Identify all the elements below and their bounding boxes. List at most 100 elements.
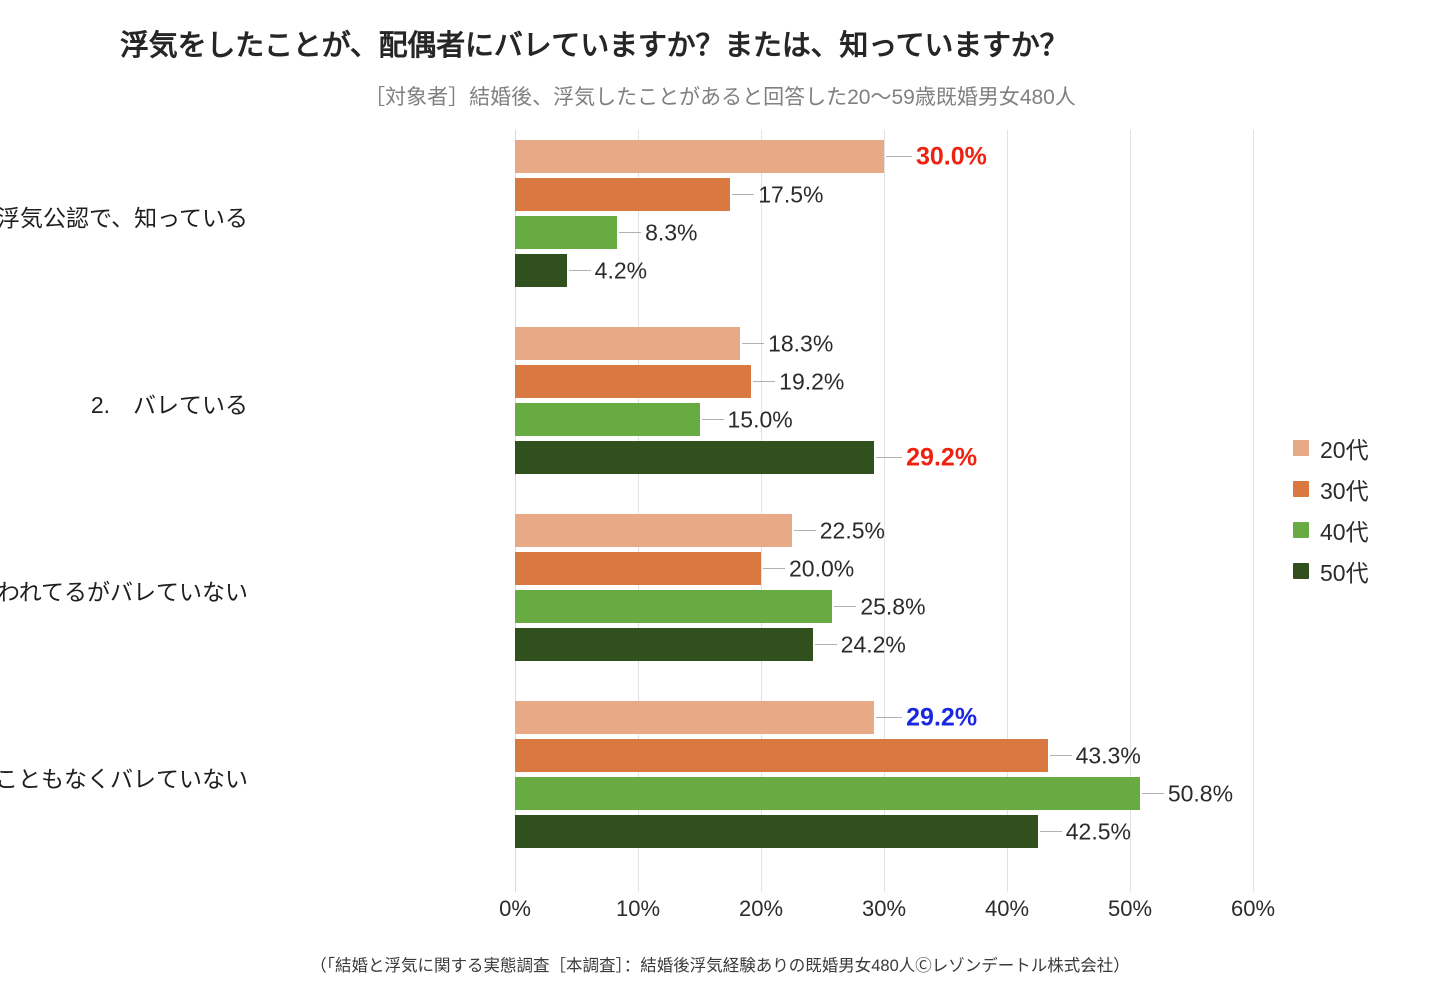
bar-group: 22.5% 20.0% 25.8% 24.2%	[515, 514, 1253, 661]
legend: 20代 30代 40代 50代	[1293, 427, 1369, 591]
bar-row: 17.5%	[515, 178, 1253, 211]
gridline-20	[761, 130, 762, 892]
bar-group: 29.2% 43.3% 50.8% 42.5%	[515, 701, 1253, 848]
label-leader-line	[732, 194, 755, 195]
bar-row: 43.3%	[515, 739, 1253, 772]
category-label-1: 1. 浮気公認で、知っている	[0, 204, 248, 231]
label-leader-line	[1141, 793, 1164, 794]
bar-40代-3[interactable]	[515, 590, 833, 623]
bar-group: 18.3% 19.2% 15.0% 29.2%	[515, 327, 1253, 474]
value-label-20代-3: 22.5%	[819, 517, 885, 543]
value-label-40代-3: 25.8%	[860, 593, 926, 619]
value-label-30代-4: 43.3%	[1075, 742, 1141, 768]
gridline-50	[1130, 130, 1131, 892]
x-tick-60%: 60%	[1230, 896, 1276, 921]
legend-item-20代[interactable]: 20代	[1293, 427, 1369, 468]
legend-item-50代[interactable]: 50代	[1293, 550, 1369, 591]
gridline-60	[1253, 130, 1254, 892]
label-leader-line	[568, 270, 591, 271]
bar-row: 22.5%	[515, 514, 1253, 547]
bar-row: 29.2%	[515, 701, 1253, 734]
bar-30代-1[interactable]	[515, 178, 731, 211]
label-leader-line	[1049, 755, 1072, 756]
bar-40代-1[interactable]	[515, 216, 618, 249]
value-label-40代-4: 50.8%	[1167, 780, 1234, 806]
legend-swatch-icon	[1293, 521, 1309, 538]
label-leader-line	[763, 568, 785, 569]
gridline-30	[884, 130, 885, 892]
category-label-2: 2. バレている	[90, 391, 248, 418]
legend-swatch-icon	[1293, 439, 1309, 456]
legend-label: 50代	[1320, 559, 1369, 586]
bar-50代-2[interactable]	[515, 441, 875, 474]
bar-20代-4[interactable]	[515, 701, 875, 734]
legend-item-30代[interactable]: 30代	[1293, 468, 1369, 509]
bar-row: 19.2%	[515, 365, 1253, 398]
label-leader-line	[793, 530, 816, 531]
value-label-40代-1: 8.3%	[645, 219, 698, 245]
bar-50代-1[interactable]	[515, 254, 567, 287]
bar-20代-2[interactable]	[515, 327, 741, 360]
label-leader-line	[742, 343, 765, 344]
bar-group: 30.0% 17.5% 8.3% 4.2%	[515, 140, 1253, 287]
value-label-50代-2: 29.2%	[906, 443, 978, 471]
value-label-50代-3: 24.2%	[840, 631, 906, 657]
gridline-40	[1007, 130, 1008, 892]
label-leader-line	[701, 419, 724, 420]
bar-40代-2[interactable]	[515, 403, 700, 436]
x-tick-20%: 20%	[738, 896, 784, 921]
x-tick-30%: 30%	[861, 896, 907, 921]
category-label-4: 4. 疑われることもなくバレていない	[0, 765, 248, 792]
bar-50代-4[interactable]	[515, 815, 1038, 848]
source-note: （「結婚と浮気に関する実態調査［本調査］：結婚後浮気経験ありの既婚男女480人Ⓒ…	[310, 957, 1130, 975]
value-label-30代-3: 20.0%	[789, 555, 855, 581]
gridline-0	[515, 130, 516, 892]
value-label-30代-2: 19.2%	[779, 368, 845, 394]
category-label-3: 3. 疑われてるがバレていない	[0, 578, 248, 605]
value-label-20代-4: 29.2%	[906, 703, 978, 731]
legend-swatch-icon	[1293, 562, 1309, 579]
bar-row: 15.0%	[515, 403, 1253, 436]
bar-row: 24.2%	[515, 628, 1253, 661]
bar-30代-4[interactable]	[515, 739, 1048, 772]
bar-20代-3[interactable]	[515, 514, 792, 547]
value-label-20代-1: 30.0%	[916, 142, 987, 170]
bar-row: 8.3%	[515, 216, 1253, 249]
label-leader-line	[876, 457, 903, 458]
value-label-20代-2: 18.3%	[768, 330, 834, 356]
label-leader-line	[1039, 831, 1062, 832]
label-leader-line	[814, 644, 837, 645]
plot-area: 0% 10% 20% 30% 40% 50% 60% 30.0% 17.5% 8.3% 4.2% 1…	[499, 130, 1275, 921]
chart-subtitle: ［対象者］結婚後、浮気したことがあると回答した20〜59歳既婚男女480人	[364, 86, 1076, 109]
x-tick-50%: 50%	[1107, 896, 1153, 921]
value-label-50代-1: 4.2%	[594, 257, 648, 283]
bar-40代-4[interactable]	[515, 777, 1140, 810]
bar-20代-1[interactable]	[515, 140, 884, 173]
bar-30代-3[interactable]	[515, 552, 761, 585]
value-label-30代-1: 17.5%	[758, 181, 824, 207]
label-leader-line	[619, 232, 642, 233]
label-leader-line	[753, 381, 776, 382]
bar-row: 18.3%	[515, 327, 1253, 360]
label-leader-line	[876, 717, 903, 718]
gridline-10	[638, 130, 639, 892]
legend-label: 40代	[1320, 518, 1369, 545]
label-leader-line	[886, 156, 912, 157]
bar-row: 25.8%	[515, 590, 1253, 623]
legend-swatch-icon	[1293, 480, 1309, 497]
bar-50代-3[interactable]	[515, 628, 813, 661]
legend-item-40代[interactable]: 40代	[1293, 509, 1369, 550]
x-tick-10%: 10%	[615, 896, 661, 921]
label-leader-line	[834, 606, 857, 607]
bar-row: 29.2%	[515, 441, 1253, 474]
bar-row: 4.2%	[515, 254, 1253, 287]
x-tick-0%: 0%	[499, 896, 531, 921]
value-label-50代-4: 42.5%	[1065, 818, 1131, 844]
x-tick-40%: 40%	[984, 896, 1030, 921]
bar-row: 20.0%	[515, 552, 1253, 585]
legend-label: 20代	[1320, 436, 1369, 463]
legend-label: 30代	[1320, 477, 1369, 504]
bar-row: 42.5%	[515, 815, 1253, 848]
bar-30代-2[interactable]	[515, 365, 752, 398]
